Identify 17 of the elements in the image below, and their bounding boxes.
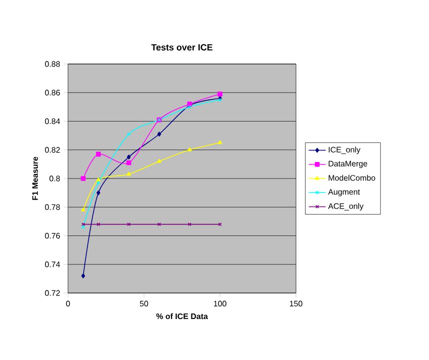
point	[96, 190, 100, 196]
point	[96, 152, 101, 157]
point	[126, 172, 131, 176]
point	[126, 222, 131, 226]
point	[81, 208, 86, 212]
point	[157, 222, 162, 226]
point	[187, 147, 192, 152]
chart-title: Tests over ICE	[151, 44, 212, 51]
point	[80, 176, 86, 181]
point	[157, 158, 162, 163]
point	[96, 178, 101, 182]
point	[126, 160, 132, 166]
point	[126, 154, 131, 160]
point	[218, 92, 222, 96]
point	[157, 132, 162, 137]
point	[81, 273, 86, 278]
point	[218, 140, 222, 144]
